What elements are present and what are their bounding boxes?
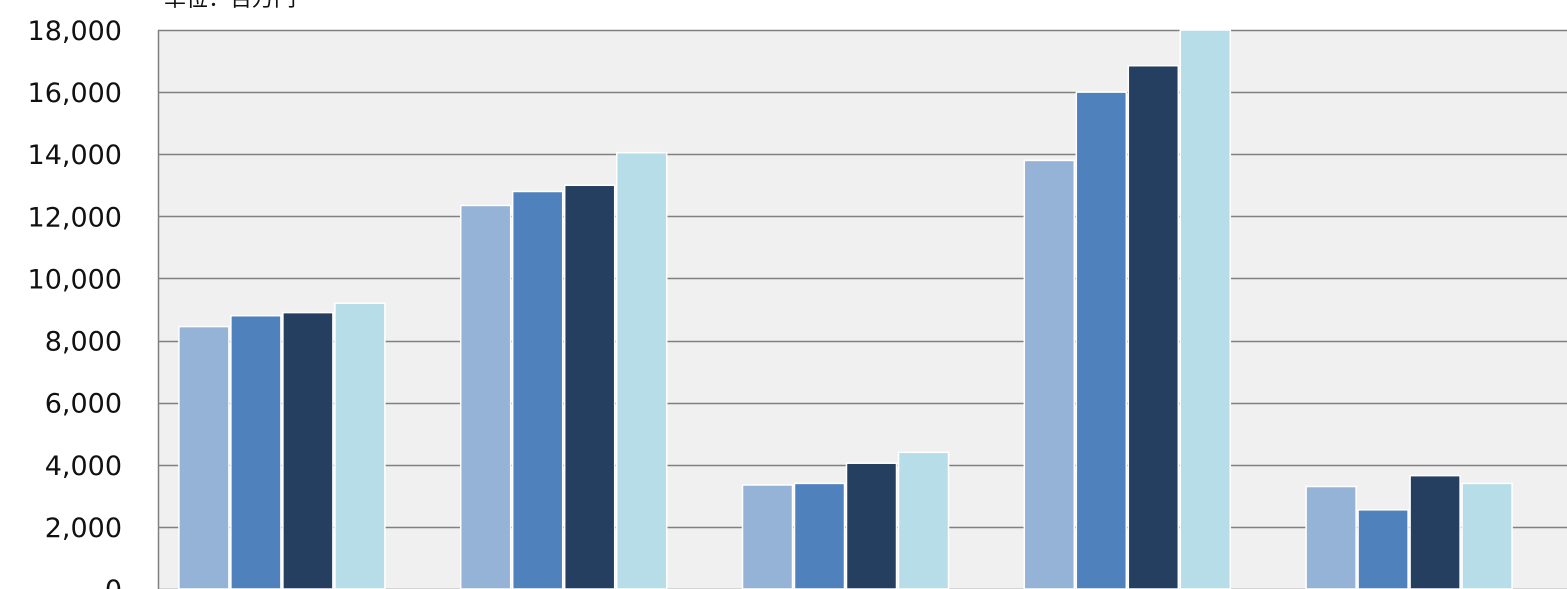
bar [511,190,564,589]
y-tick-label: 14,000 [28,140,122,171]
bar [1305,485,1357,589]
bar [897,451,950,589]
bar [1357,509,1409,589]
y-tick-label: 12,000 [28,202,122,233]
bar [1075,91,1128,589]
y-tick-label: 0 [105,575,122,589]
y-tick-label: 16,000 [28,78,122,109]
bar [282,311,334,589]
bar [334,302,386,589]
bar [563,184,616,589]
y-tick-label: 8,000 [45,327,122,358]
bar [741,484,794,589]
bar [1409,474,1461,589]
bar [1127,64,1180,589]
bar [178,325,230,589]
bar [845,462,898,589]
y-tick-label: 10,000 [28,264,122,295]
bar [615,151,668,589]
y-axis: 0 2,000 4,000 6,000 8,000 10,000 12,000 14,000 1… [28,16,122,589]
bar [459,204,512,589]
y-tick-label: 4,000 [45,451,122,482]
y-tick-label: 18,000 [28,16,122,47]
bar [1461,482,1513,589]
unit-label: 単位：百万円 [164,0,296,12]
bar [793,482,846,589]
y-tick-label: 2,000 [45,513,122,544]
bar [230,314,282,589]
bar [1179,29,1232,589]
bar [1023,159,1076,589]
y-tick-label: 6,000 [45,389,122,420]
bars [178,29,1513,589]
